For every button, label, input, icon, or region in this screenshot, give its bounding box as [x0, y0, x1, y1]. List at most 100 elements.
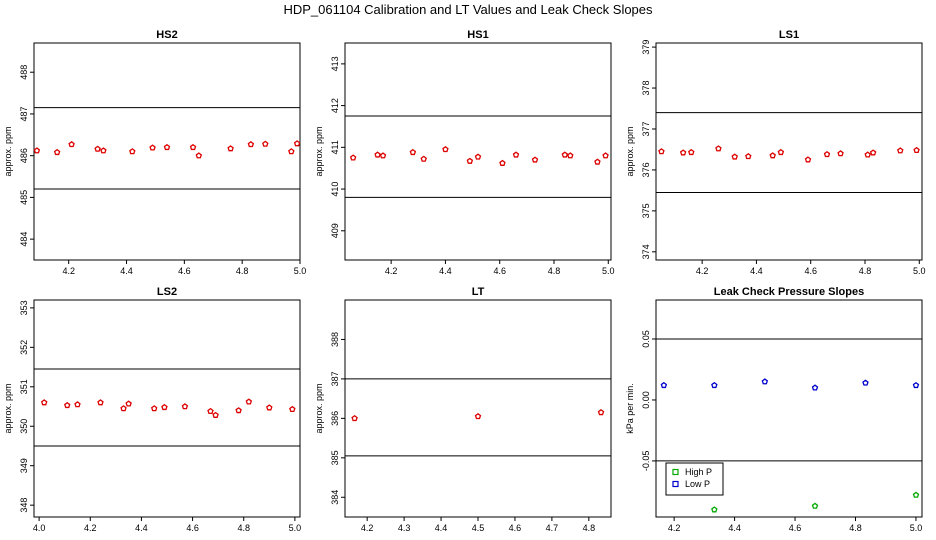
x-tick-label: 4.4 [120, 266, 133, 276]
data-point [163, 143, 171, 151]
y-tick-label: 484 [19, 232, 29, 247]
y-tick-label: 486 [19, 148, 29, 163]
panel-hs1: HS1 approx. ppm 4.2 4.4 4.6 4.8 5.0 409 410 411 41… [314, 29, 615, 276]
y-tick-label: 374 [641, 244, 651, 259]
data-point [715, 145, 722, 152]
plot-frame [344, 299, 612, 518]
data-point [688, 148, 695, 156]
data-point [711, 381, 718, 389]
y-axis-label: kPa per min. [625, 383, 635, 434]
x-tick-label: 4.3 [398, 523, 411, 533]
data-point [125, 400, 132, 407]
data-point [349, 154, 357, 161]
data-point [823, 150, 831, 158]
data-point [777, 148, 785, 156]
data-point [597, 409, 605, 416]
data-point [374, 151, 381, 158]
data-point [466, 157, 474, 164]
data-point [594, 158, 601, 165]
data-point [499, 159, 506, 166]
data-point [247, 141, 255, 148]
data-point [379, 152, 387, 159]
y-tick-label: 353 [19, 300, 29, 315]
x-tick-label: 5.0 [294, 266, 307, 276]
data-point [864, 151, 871, 158]
panel-title: HS1 [467, 29, 488, 41]
x-tick-label: 4.2 [668, 523, 681, 533]
data-point [769, 152, 776, 159]
panel-lt: LT approx. ppm 4.2 4.3 4.4 4.5 4.6 4.7 4.8 384 385… [314, 286, 612, 533]
data-point [474, 153, 482, 160]
x-tick-label: 4.7 [546, 523, 559, 533]
data-point [120, 405, 127, 412]
data-point [266, 404, 273, 411]
data-point [658, 148, 665, 155]
y-axis-label: approx. ppm [314, 126, 324, 176]
data-point [711, 506, 718, 513]
data-point [660, 381, 668, 389]
data-point [53, 148, 61, 156]
x-tick-label: 4.2 [696, 266, 709, 276]
panel-title: LS2 [157, 286, 177, 298]
figure-title: HDP_061104 Calibration and LT Values and… [283, 2, 653, 17]
data-point [100, 147, 107, 154]
series-0 [349, 146, 609, 166]
plot-frame [344, 42, 612, 261]
y-tick-label: 378 [641, 81, 651, 96]
panel-title: LS1 [779, 29, 799, 41]
data-point [235, 407, 242, 414]
legend-box [665, 462, 724, 496]
y-tick-label: 412 [330, 98, 340, 113]
legend: High P Low P [665, 462, 724, 496]
data-point [74, 401, 81, 408]
legend-entry: Low P [685, 479, 710, 489]
y-tick-label: 350 [19, 419, 29, 434]
panel-ls2: LS2 approx. ppm 4.0 4.2 4.4 4.6 4.8 5.0 348 349 35… [3, 286, 301, 533]
panel-hs2: HS2 approx. ppm 4.2 4.4 4.6 4.8 5.0 484 485 486 48… [3, 29, 306, 276]
x-tick-label: 4.2 [62, 266, 75, 276]
x-tick-label: 4.4 [439, 266, 452, 276]
x-tick-label: 4.8 [583, 523, 596, 533]
y-tick-label: 376 [641, 162, 651, 177]
data-point [351, 414, 358, 422]
series-high-p [711, 491, 920, 513]
data-point [33, 147, 41, 154]
series-0 [658, 145, 920, 163]
x-tick-label: 4.6 [178, 266, 191, 276]
data-point [913, 146, 920, 154]
x-tick-label: 4.8 [859, 266, 872, 276]
y-tick-label: 348 [19, 498, 29, 513]
y-axis-label: approx. ppm [314, 383, 324, 433]
y-tick-label: -0.05 [641, 451, 651, 472]
data-point [161, 403, 168, 411]
y-tick-label: 411 [330, 140, 340, 154]
data-point [262, 140, 269, 147]
data-point [420, 155, 427, 162]
data-point [811, 502, 819, 509]
data-point [837, 150, 844, 157]
data-point [512, 151, 520, 158]
y-tick-label: 413 [330, 56, 340, 71]
data-point [731, 153, 738, 160]
data-point [745, 153, 752, 160]
y-tick-label: 410 [330, 182, 340, 197]
x-tick-label: 5.0 [602, 266, 615, 276]
y-tick-label: 487 [19, 106, 29, 121]
x-tick-label: 4.6 [509, 523, 522, 533]
y-tick-label: 349 [19, 458, 29, 473]
y-tick-label: 0.00 [641, 391, 651, 409]
data-point [567, 152, 574, 159]
data-point [149, 144, 156, 151]
plot-frame [33, 42, 301, 261]
y-tick-label: 379 [641, 40, 651, 55]
series-low-p [660, 378, 920, 391]
data-point [288, 148, 295, 155]
y-tick-label: 488 [19, 65, 29, 80]
data-point [561, 151, 569, 158]
x-tick-label: 4.6 [493, 266, 506, 276]
x-tick-label: 4.8 [237, 523, 250, 533]
panel-leak: Leak Check Pressure Slopes kPa per min. 4.… [625, 286, 923, 533]
data-point [195, 152, 203, 159]
data-point [679, 149, 687, 156]
data-point [811, 384, 819, 391]
